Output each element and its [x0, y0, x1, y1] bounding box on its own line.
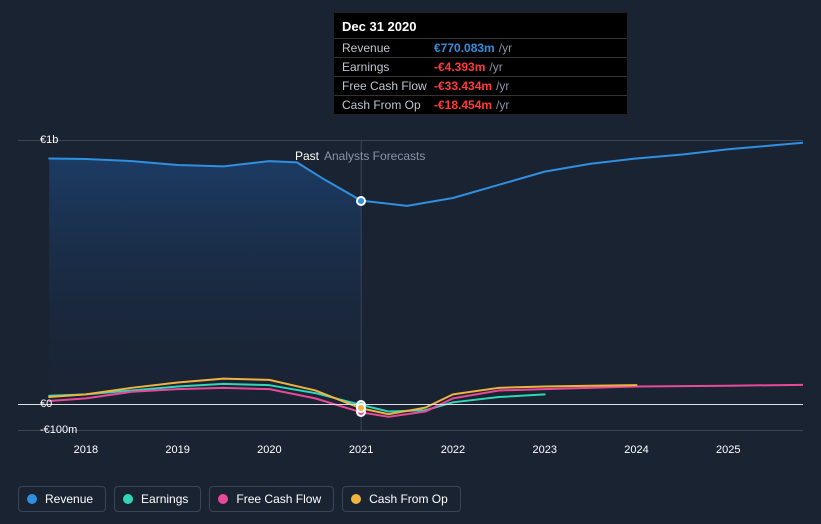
y-axis-label: €0: [40, 398, 54, 410]
x-axis-label: 2019: [165, 444, 189, 456]
chart-legend: Revenue Earnings Free Cash Flow Cash Fro…: [18, 486, 461, 512]
section-label-forecast: Analysts Forecasts: [324, 149, 425, 163]
tooltip-value: -€33.434m: [434, 79, 492, 93]
chart-tooltip: Dec 31 2020 Revenue €770.083m /yrEarning…: [333, 12, 628, 115]
tooltip-value: -€18.454m: [434, 98, 492, 112]
tooltip-unit: /yr: [489, 60, 502, 74]
gridline: [18, 404, 803, 405]
gridline: [18, 140, 803, 141]
x-axis-label: 2018: [74, 444, 98, 456]
tooltip-title: Dec 31 2020: [334, 13, 627, 38]
legend-dot-icon: [27, 494, 37, 504]
tooltip-row: Revenue €770.083m /yr: [334, 38, 627, 57]
section-label-past: Past: [295, 149, 319, 163]
legend-item-earnings[interactable]: Earnings: [114, 486, 201, 512]
legend-label: Cash From Op: [369, 492, 448, 506]
tooltip-row: Cash From Op -€18.454m /yr: [334, 95, 627, 114]
tooltip-label: Cash From Op: [342, 98, 434, 112]
x-axis-label: 2021: [349, 444, 373, 456]
legend-label: Earnings: [141, 492, 188, 506]
x-axis-label: 2020: [257, 444, 281, 456]
tooltip-value: -€4.393m: [434, 60, 485, 74]
legend-label: Revenue: [45, 492, 93, 506]
x-axis-label: 2022: [441, 444, 465, 456]
legend-item-fcf[interactable]: Free Cash Flow: [209, 486, 334, 512]
tooltip-row: Free Cash Flow -€33.434m /yr: [334, 76, 627, 95]
tooltip-row: Earnings -€4.393m /yr: [334, 57, 627, 76]
x-axis-label: 2025: [716, 444, 740, 456]
legend-dot-icon: [123, 494, 133, 504]
x-axis-label: 2024: [624, 444, 648, 456]
legend-dot-icon: [351, 494, 361, 504]
tooltip-unit: /yr: [496, 79, 509, 93]
tooltip-unit: /yr: [496, 98, 509, 112]
tooltip-label: Revenue: [342, 41, 434, 55]
y-axis-label: €1b: [40, 134, 54, 146]
tooltip-label: Free Cash Flow: [342, 79, 434, 93]
gridline: [18, 430, 803, 431]
legend-item-revenue[interactable]: Revenue: [18, 486, 106, 512]
tooltip-value: €770.083m: [434, 41, 495, 55]
x-axis-label: 2023: [532, 444, 556, 456]
y-axis-label: -€100m: [40, 424, 54, 436]
tooltip-label: Earnings: [342, 60, 434, 74]
legend-label: Free Cash Flow: [236, 492, 321, 506]
legend-item-cfo[interactable]: Cash From Op: [342, 486, 461, 512]
tooltip-unit: /yr: [499, 41, 512, 55]
legend-dot-icon: [218, 494, 228, 504]
